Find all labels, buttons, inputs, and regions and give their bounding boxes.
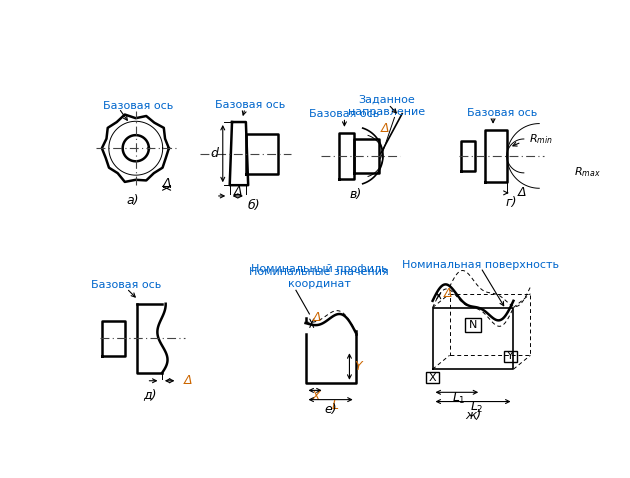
Text: Δ: Δ [183, 374, 192, 387]
Text: Y: Y [507, 351, 513, 361]
Text: Базовая ось: Базовая ось [467, 108, 537, 118]
Text: $R_{max}$: $R_{max}$ [574, 165, 600, 179]
Text: X: X [311, 390, 320, 403]
Text: Номинальные значения
координат: Номинальные значения координат [249, 267, 389, 289]
Text: $L_1$: $L_1$ [452, 391, 466, 406]
Text: д): д) [143, 388, 156, 401]
Text: X: X [429, 373, 437, 383]
Text: Базовая ось: Базовая ось [215, 100, 285, 110]
Text: г): г) [506, 196, 517, 208]
Text: N: N [469, 320, 477, 330]
Text: $R_{min}$: $R_{min}$ [529, 132, 553, 146]
Text: Y: Y [354, 360, 362, 373]
Text: Δ: Δ [234, 185, 242, 198]
Text: Δ: Δ [313, 311, 321, 324]
Text: L: L [332, 399, 339, 413]
Text: Базовая ось: Базовая ось [309, 109, 379, 120]
Text: Заданное
направление: Заданное направление [348, 95, 425, 117]
Text: d: d [210, 147, 218, 160]
Text: Δ: Δ [444, 287, 452, 300]
Text: $L_2$: $L_2$ [470, 400, 484, 415]
Text: а): а) [127, 194, 139, 207]
Text: ж): ж) [465, 409, 481, 422]
Text: Номинальная поверхность: Номинальная поверхность [402, 260, 559, 270]
Text: Δ: Δ [381, 122, 389, 135]
Bar [427, 372, 438, 383]
Bar [466, 318, 481, 332]
Text: Базовая ось: Базовая ось [103, 101, 174, 111]
Text: е): е) [324, 403, 337, 416]
Text: б): б) [247, 199, 260, 212]
Text: Номинальный профиль: Номинальный профиль [251, 264, 387, 274]
Text: в): в) [350, 188, 362, 201]
Text: Δ: Δ [518, 186, 526, 199]
Text: Базовая ось: Базовая ось [91, 280, 162, 290]
Text: Δ: Δ [163, 177, 171, 190]
Bar [504, 351, 517, 361]
